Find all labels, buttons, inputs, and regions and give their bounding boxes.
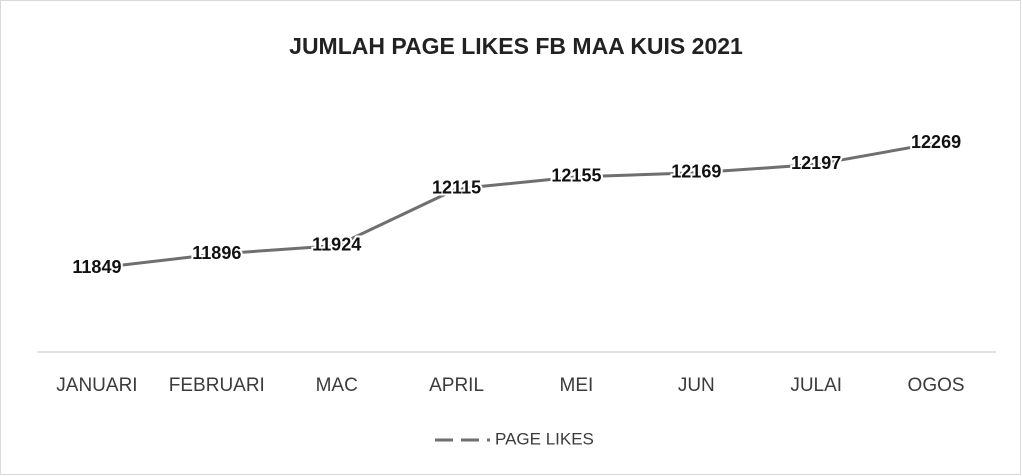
x-tick-label: FEBRUARI [169,375,265,396]
data-line [96,141,937,270]
x-tick-label: MEI [560,375,594,396]
data-label: 11849 [72,257,121,277]
data-label: 11924 [312,234,361,254]
chart-title: JUMLAH PAGE LIKES FB MAA KUIS 2021 [289,33,743,59]
x-tick-label: MAC [316,375,358,396]
data-label: 12169 [671,162,721,182]
data-label: 12197 [791,153,841,173]
x-tick-label: JANUARI [56,375,137,396]
data-label: 12115 [432,178,481,198]
legend-label: PAGE LIKES [495,429,594,448]
x-tick-label: OGOS [908,375,965,396]
x-tick-label: JULAI [790,375,842,396]
x-tick-label: APRIL [429,375,484,396]
data-label: 12155 [551,166,601,186]
data-label: 11896 [192,243,241,263]
data-label: 12269 [911,132,961,152]
x-tick-label: JUN [678,375,715,396]
